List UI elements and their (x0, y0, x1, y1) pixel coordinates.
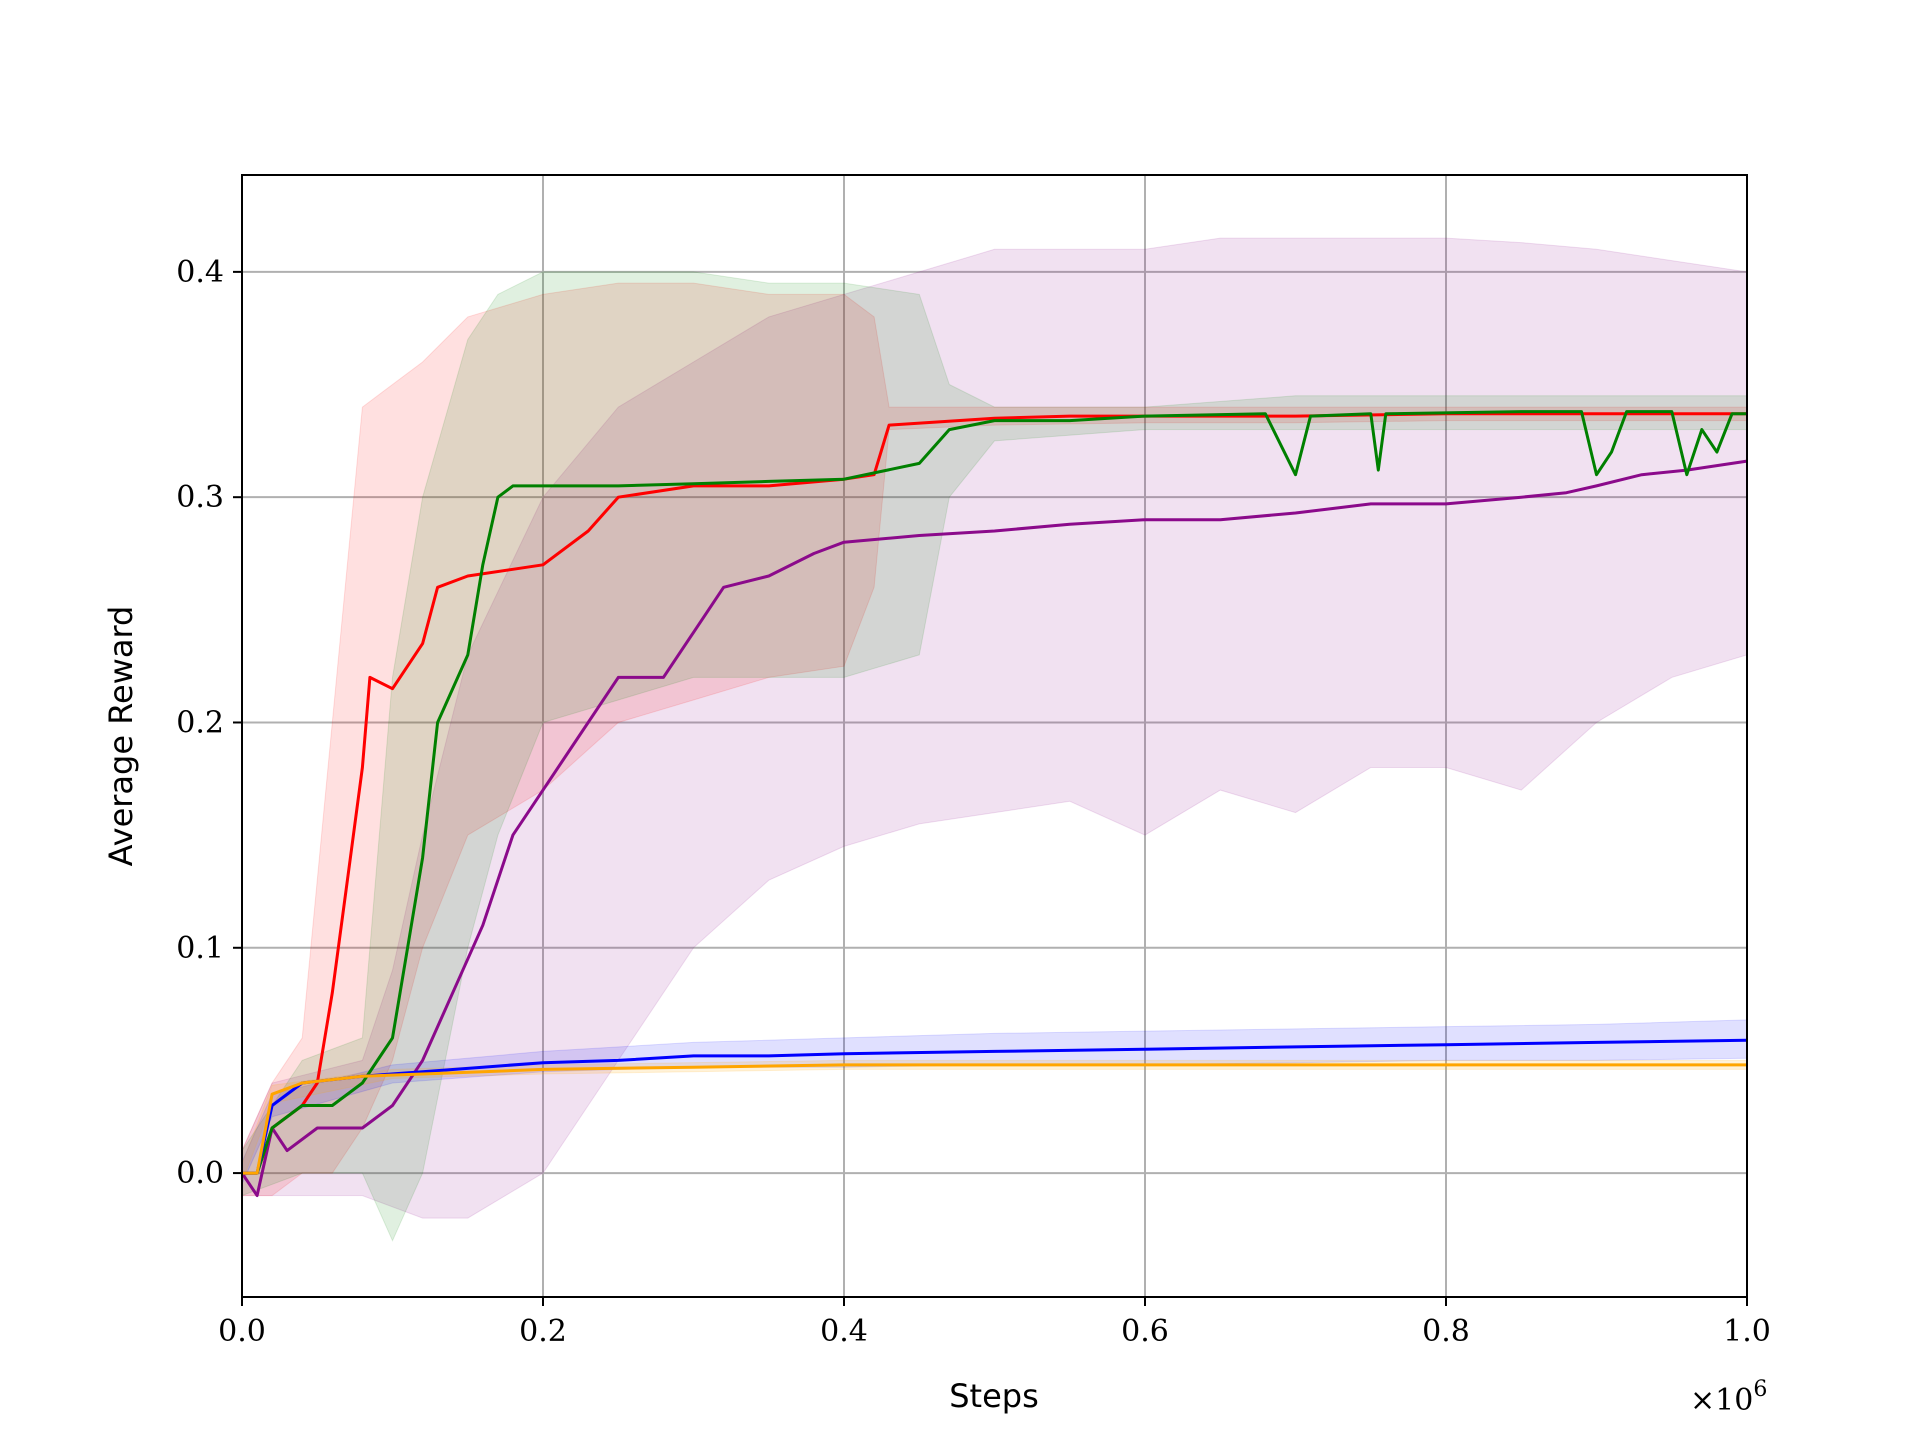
axis-ticks: 0.0 0.2 0.4 0.6 0.8 1.0 0.0 0.1 0.2 0.3 0.4 (176, 255, 1771, 1349)
x-tick-label: 0.4 (820, 1314, 868, 1349)
x-multiplier-exponent: 6 (1753, 1377, 1767, 1402)
y-tick-label: 0.3 (176, 480, 224, 515)
x-multiplier: ×106 (1690, 1377, 1767, 1418)
x-axis-label: Steps (949, 1377, 1039, 1415)
y-axis-label: Average Reward (102, 606, 140, 867)
x-tick-label: 0.8 (1422, 1314, 1470, 1349)
x-tick-label: 0.2 (519, 1314, 567, 1349)
x-tick-label: 1.0 (1723, 1314, 1771, 1349)
x-tick-label: 0.0 (218, 1314, 266, 1349)
x-tick-label: 0.6 (1121, 1314, 1169, 1349)
y-tick-label: 0.4 (176, 255, 224, 290)
series-lines (240, 410, 1748, 1198)
series-5-line (242, 1063, 1747, 1175)
grid-lines (241, 175, 1748, 1297)
series-3-line (242, 410, 1747, 1175)
y-tick-label: 0.1 (176, 931, 224, 966)
y-tick-label: 0.0 (176, 1156, 224, 1191)
x-multiplier-base: ×10 (1690, 1383, 1753, 1418)
y-tick-label: 0.2 (176, 705, 224, 740)
series-4-line (242, 1038, 1748, 1175)
series-2-line (242, 412, 1747, 1175)
plot-frame (241, 174, 1748, 1298)
series-1-line (240, 459, 1748, 1198)
